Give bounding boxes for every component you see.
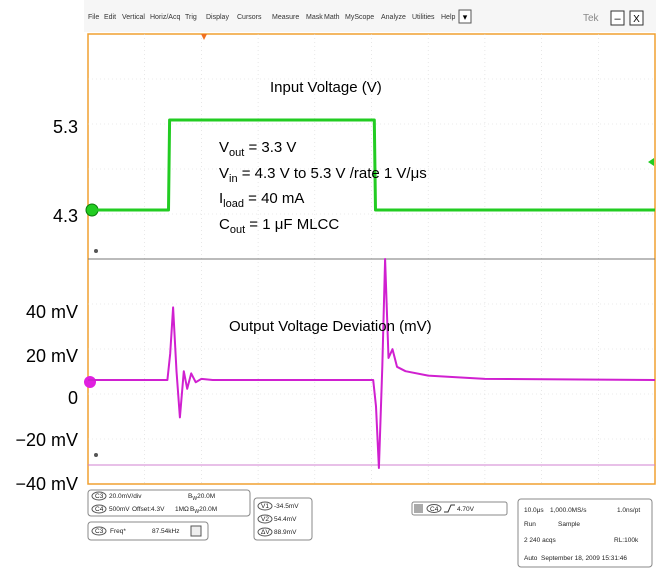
menu-item-file[interactable]: File	[88, 14, 99, 21]
svg-text:C3: C3	[95, 528, 104, 535]
y-tick-label: 4.3	[53, 206, 78, 226]
run-state: Run	[524, 521, 536, 528]
output-deviation-trace	[88, 258, 656, 469]
rising-edge-icon	[444, 504, 455, 513]
acquisition-count: 2 240 acqs	[524, 537, 557, 544]
acquisition-mode: Sample	[558, 521, 580, 528]
annotation-iload: Iload = 40 mA	[219, 190, 304, 210]
trigger-level: 4.70V	[457, 506, 475, 513]
freq-value: 87.54kHz	[152, 528, 179, 535]
menu-item-trig[interactable]: Trig	[185, 14, 197, 21]
close-icon: X	[633, 14, 640, 25]
cursor-v1-value: -34.5mV	[274, 503, 299, 510]
y-tick-label: 0	[68, 388, 78, 408]
record-length: RL:100k	[614, 537, 639, 544]
svg-text:ΔV: ΔV	[261, 529, 270, 536]
trigger-mode: Auto	[524, 555, 538, 562]
y-tick-label: −40 mV	[15, 474, 78, 494]
y-tick-label: 20 mV	[26, 346, 78, 366]
menu-dropdown-button[interactable]	[458, 9, 472, 24]
menu-item-math[interactable]: Math	[324, 14, 340, 21]
menu-item-myscope[interactable]: MyScope	[345, 14, 374, 21]
c4-bw-label: BW20.0M	[190, 506, 217, 515]
svg-text:V2: V2	[261, 516, 269, 523]
channel-3-marker[interactable]	[84, 376, 96, 388]
c3-scale: 20.0mV/div	[109, 493, 142, 500]
y-tick-label: 40 mV	[26, 302, 78, 322]
menu-item-measure[interactable]: Measure	[272, 14, 299, 21]
sample-rate: 1,000.0MS/s	[550, 507, 587, 514]
minimize-icon: –	[614, 13, 621, 25]
freq-settings-icon[interactable]	[190, 525, 202, 537]
menu-bar: File Edit Vertical Horiz/Acq Trig Display Curs…	[84, 0, 656, 32]
y-tick-label: −20 mV	[15, 430, 78, 450]
c4-impedance: 1MΩ	[175, 506, 189, 513]
input-voltage-trace	[88, 118, 655, 212]
cursor-v2-value: 54.4mV	[274, 516, 297, 523]
y-axis-labels: 5.3 4.3 40 mV 20 mV 0 −20 mV −40 mV	[15, 117, 78, 494]
date-time: September 18, 2009 15:31:46	[541, 555, 627, 562]
annotation-cout: Cout = 1 μF MLCC	[219, 216, 339, 236]
trigger-position-marker	[201, 34, 207, 40]
freq-label: Freq*	[110, 528, 126, 535]
output-deviation-title: Output Voltage Deviation (mV)	[229, 318, 432, 335]
y-tick-label: 5.3	[53, 117, 78, 137]
menu-item-horizacq[interactable]: Horiz/Acq	[150, 14, 180, 21]
close-button[interactable]	[629, 10, 644, 26]
time-per-div: 10.0μs	[524, 507, 544, 514]
menu-item-utilities[interactable]: Utilities	[412, 14, 435, 21]
annotation-vin: Vin = 4.3 V to 5.3 V /rate 1 V/μs	[219, 165, 427, 185]
input-voltage-title: Input Voltage (V)	[270, 79, 382, 96]
menu-dropdown-icon: ▾	[463, 12, 468, 22]
menu-item-mask[interactable]: Mask	[306, 14, 323, 21]
c3-bw-label: BW20.0M	[188, 493, 215, 502]
brand-label: Tek	[583, 13, 600, 24]
time-per-point: 1.0ns/pt	[617, 507, 640, 514]
annotation-vout: Vout = 3.3 V	[219, 139, 296, 159]
waveform-traces	[88, 118, 656, 469]
svg-text:C3: C3	[95, 493, 104, 500]
menu-item-analyze[interactable]: Analyze	[381, 14, 406, 21]
svg-text:V1: V1	[261, 503, 269, 510]
c4-offset: Offset:4.3V	[132, 506, 165, 513]
c4-scale: 500mV	[109, 506, 130, 513]
menu-item-cursors[interactable]: Cursors	[237, 14, 262, 21]
readout-panel: C3 20.0mV/div BW20.0M C4 500mV Offset:4.…	[87, 489, 653, 568]
ground-marker	[94, 453, 98, 457]
cursor-delta-value: 88.9mV	[274, 529, 297, 536]
trigger-level-marker	[648, 158, 654, 166]
menu-item-display[interactable]: Display	[206, 14, 229, 21]
trigger-source: C4	[430, 506, 439, 513]
minimize-button[interactable]	[610, 10, 625, 26]
menu-item-help[interactable]: Help	[441, 14, 456, 21]
menu-item-edit[interactable]: Edit	[104, 14, 116, 21]
menu-item-vertical[interactable]: Vertical	[122, 14, 145, 21]
svg-text:C4: C4	[95, 506, 104, 513]
ground-marker	[94, 249, 98, 253]
